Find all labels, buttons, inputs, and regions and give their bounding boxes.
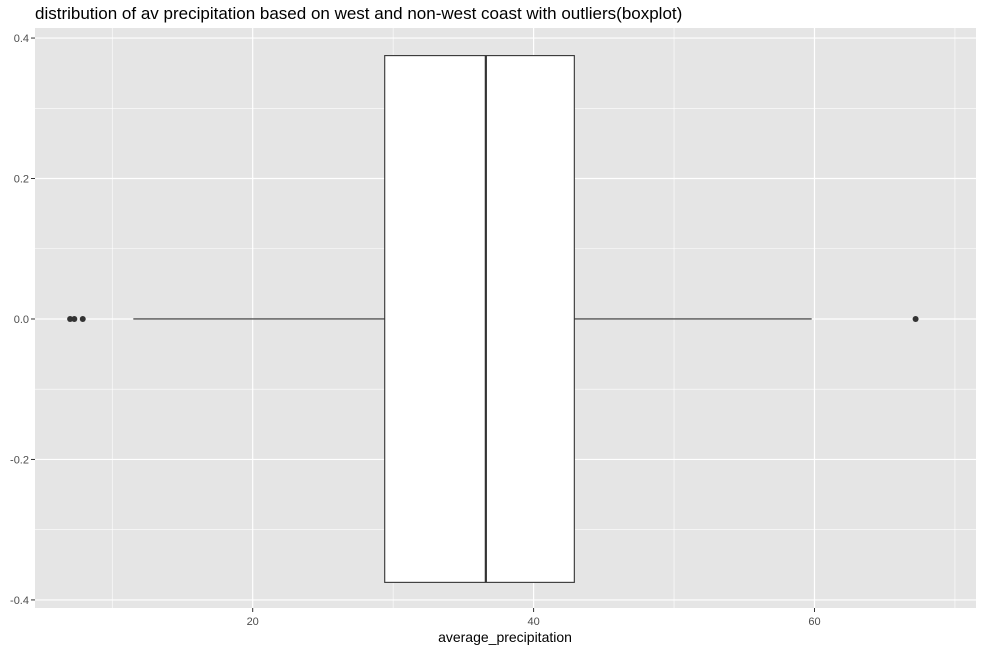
y-tick-label: -0.2 [10, 454, 29, 466]
x-axis: 20 40 60 [247, 608, 821, 628]
x-tick-label: 60 [808, 616, 820, 628]
x-axis-title: average_precipitation [438, 629, 572, 645]
x-tick-label: 40 [527, 616, 539, 628]
interquartile-box [384, 55, 575, 583]
outlier-point [71, 315, 78, 322]
chart-title: distribution of av precipitation based o… [35, 4, 683, 23]
outlier-point [79, 315, 86, 322]
y-tick-label: 0.2 [14, 174, 29, 186]
box-group [67, 55, 919, 583]
y-axis: 0.4 0.2 0.0 -0.2 -0.4 [10, 33, 35, 607]
y-tick-label: 0.4 [14, 33, 29, 45]
x-tick-label: 20 [247, 616, 259, 628]
y-tick-label: 0.0 [14, 314, 29, 326]
outlier-point [912, 315, 919, 322]
outlier-point [67, 315, 74, 322]
y-tick-label: -0.4 [10, 595, 29, 607]
